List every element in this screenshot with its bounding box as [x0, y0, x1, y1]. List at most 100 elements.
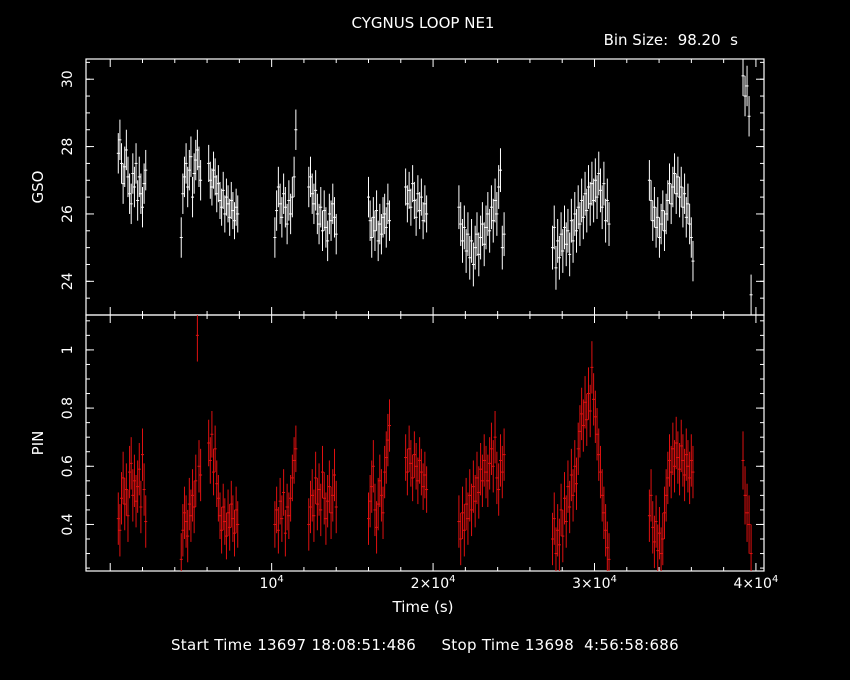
data-point [228, 198, 232, 236]
data-point [326, 220, 330, 262]
data-point [588, 384, 592, 438]
data-point [215, 460, 219, 507]
data-point [564, 222, 568, 267]
data-point [416, 457, 420, 505]
data-point [497, 463, 501, 516]
data-point [656, 524, 660, 571]
data-point [310, 173, 314, 214]
data-point [489, 422, 493, 475]
data-point [220, 507, 224, 554]
data-point [493, 411, 497, 464]
data-point [371, 440, 375, 493]
data-point [121, 451, 125, 505]
data-point [189, 489, 193, 542]
data-point [132, 166, 136, 208]
bin-size-label: Bin Size: 98.20 s [604, 31, 739, 49]
data-point [604, 504, 608, 557]
data-point [283, 187, 287, 228]
data-point [475, 212, 479, 257]
data-point [207, 144, 211, 182]
data-point [273, 217, 277, 258]
data-point [134, 475, 138, 528]
data-point [414, 443, 418, 490]
data-point [407, 171, 411, 209]
data-point [208, 161, 212, 199]
data-point [212, 151, 216, 189]
data-point [181, 504, 185, 557]
data-point [367, 176, 370, 218]
data-point [423, 185, 427, 223]
data-point [332, 448, 336, 502]
y-tick-label: 1 [60, 345, 76, 354]
data-point [210, 168, 214, 206]
data-point [199, 448, 203, 502]
data-point [292, 437, 296, 484]
data-point [671, 166, 675, 208]
data-point [464, 229, 468, 273]
data-point [598, 445, 602, 499]
data-point [370, 460, 374, 513]
data-point [386, 183, 390, 225]
data-point [141, 428, 144, 481]
data-point [409, 188, 413, 226]
data-point [136, 460, 140, 513]
data-point [569, 198, 573, 243]
data-point [749, 274, 753, 315]
data-point [500, 445, 504, 499]
data-point [605, 521, 609, 571]
data-point [588, 181, 592, 226]
data-point [688, 451, 692, 505]
data-point [566, 460, 570, 513]
data-point [674, 173, 678, 214]
start-time-label: Start Time [170, 636, 253, 654]
data-point [581, 195, 585, 240]
data-point [194, 454, 198, 507]
data-point [139, 173, 143, 214]
data-point [473, 475, 477, 528]
data-point [197, 146, 201, 187]
y-tick-label: 0.8 [60, 397, 76, 419]
data-point [669, 445, 673, 499]
data-point [412, 181, 416, 219]
data-point [484, 445, 488, 499]
data-point [557, 518, 561, 571]
data-point [213, 158, 217, 196]
data-point [421, 202, 425, 240]
data-point [320, 210, 324, 251]
data-point [384, 207, 388, 248]
data-point [384, 431, 388, 484]
data-point [464, 477, 468, 531]
data-point [276, 166, 280, 208]
gso-panel: 24 26 28 30 [60, 58, 765, 316]
data-point [221, 171, 225, 209]
data-point [679, 166, 683, 208]
data-point [651, 200, 655, 241]
data-point [221, 483, 225, 531]
data-point [329, 486, 333, 539]
data-point [457, 185, 461, 230]
data-point [314, 451, 318, 505]
data-point [602, 486, 606, 539]
data-point [590, 341, 594, 394]
data-point [289, 193, 293, 235]
data-point [326, 475, 330, 528]
data-point [371, 197, 375, 238]
data-point [425, 466, 429, 513]
data-point [557, 235, 561, 280]
data-point [583, 171, 587, 216]
data-point [381, 197, 385, 238]
data-point [289, 475, 293, 522]
data-point [576, 185, 580, 230]
data-point [462, 504, 466, 557]
data-point [457, 495, 461, 548]
data-point [224, 512, 228, 560]
data-point [571, 469, 575, 522]
data-point [563, 472, 567, 525]
data-point [657, 507, 661, 560]
data-point [459, 202, 463, 246]
data-point [116, 492, 120, 545]
data-point [379, 469, 383, 522]
y-tick-label: 30 [60, 70, 76, 88]
data-point [470, 219, 474, 263]
